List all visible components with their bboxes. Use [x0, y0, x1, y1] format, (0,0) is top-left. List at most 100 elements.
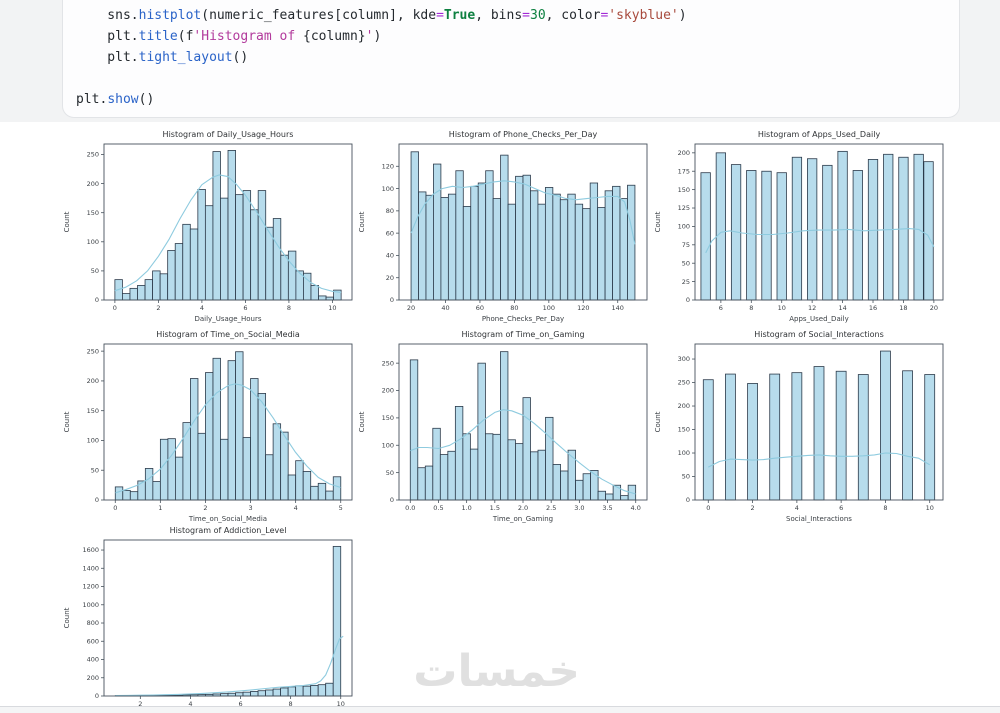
svg-text:120: 120 — [577, 304, 589, 312]
histogram-svg: 0 25 50 75 100 125 150 175 200 6 8 10 12 14 16 18 20 Hist… — [654, 130, 944, 323]
chart-time-on-gaming: 0 50 100 150 200 250 0.0 0.5 1.0 1.5 2.0 2.5 3.0 3.5 4… — [355, 328, 655, 528]
svg-text:4: 4 — [200, 304, 204, 312]
svg-text:2: 2 — [138, 700, 142, 708]
chart-daily-usage-hours: 0 50 100 150 200 250 0 2 4 6 8 10 Histogram of Daily… — [60, 128, 360, 328]
svg-text:Histogram of Time_on_Gaming: Histogram of Time_on_Gaming — [461, 330, 584, 339]
svg-text:150: 150 — [382, 414, 394, 422]
svg-text:Daily_Usage_Hours: Daily_Usage_Hours — [194, 315, 261, 323]
svg-text:6: 6 — [719, 304, 723, 312]
svg-text:14: 14 — [838, 304, 846, 312]
svg-text:140: 140 — [612, 304, 624, 312]
svg-text:1600: 1600 — [82, 546, 99, 554]
svg-text:50: 50 — [386, 469, 394, 477]
code-cell[interactable]: sns.histplot(numeric_features[column], k… — [62, 0, 960, 118]
svg-text:0.0: 0.0 — [405, 504, 415, 512]
svg-text:40: 40 — [386, 252, 394, 260]
svg-text:1400: 1400 — [82, 564, 99, 572]
svg-text:Count: Count — [63, 211, 71, 232]
svg-text:0: 0 — [113, 504, 117, 512]
svg-text:Count: Count — [654, 411, 662, 432]
histogram-svg: 0 50 100 150 200 250 0 1 2 3 4 5 Histogram of Time_o… — [63, 330, 353, 523]
svg-text:Histogram of Phone_Checks_Per_: Histogram of Phone_Checks_Per_Day — [449, 130, 598, 139]
svg-text:1000: 1000 — [82, 601, 99, 609]
svg-text:Count: Count — [63, 607, 71, 628]
svg-text:200: 200 — [87, 674, 99, 682]
svg-text:Histogram of Social_Interactio: Histogram of Social_Interactions — [754, 330, 884, 339]
svg-text:200: 200 — [382, 387, 394, 395]
svg-text:10: 10 — [328, 304, 336, 312]
svg-text:16: 16 — [869, 304, 877, 312]
svg-text:600: 600 — [87, 637, 99, 645]
svg-text:0: 0 — [686, 296, 690, 304]
svg-text:2: 2 — [751, 504, 755, 512]
svg-text:50: 50 — [91, 267, 99, 275]
bottom-strip — [0, 706, 1000, 713]
svg-text:0: 0 — [95, 692, 99, 700]
svg-text:1.0: 1.0 — [461, 504, 471, 512]
svg-text:Histogram of Daily_Usage_Hours: Histogram of Daily_Usage_Hours — [163, 130, 294, 139]
svg-text:3.0: 3.0 — [574, 504, 584, 512]
svg-text:120: 120 — [382, 162, 394, 170]
svg-text:200: 200 — [678, 149, 690, 157]
svg-text:80: 80 — [386, 207, 394, 215]
svg-text:0: 0 — [686, 496, 690, 504]
svg-text:0.5: 0.5 — [433, 504, 443, 512]
svg-text:4: 4 — [294, 504, 298, 512]
watermark: خمسات — [413, 646, 580, 697]
svg-text:40: 40 — [441, 304, 449, 312]
svg-text:250: 250 — [382, 359, 394, 367]
svg-text:6: 6 — [238, 700, 242, 708]
svg-text:2.0: 2.0 — [518, 504, 528, 512]
svg-text:100: 100 — [678, 449, 690, 457]
svg-text:150: 150 — [678, 186, 690, 194]
svg-text:100: 100 — [382, 185, 394, 193]
svg-text:800: 800 — [87, 619, 99, 627]
svg-text:Apps_Used_Daily: Apps_Used_Daily — [789, 315, 849, 323]
chart-time-on-social-media: 0 50 100 150 200 250 0 1 2 3 4 5 Histogram of Time_o… — [60, 328, 360, 528]
svg-text:0: 0 — [95, 496, 99, 504]
code-editor[interactable]: sns.histplot(numeric_features[column], k… — [76, 8, 687, 107]
svg-text:Phone_Checks_Per_Day: Phone_Checks_Per_Day — [482, 315, 564, 323]
chart-social-interactions: 0 50 100 150 200 250 300 0 2 4 6 8 10 Histogram of So… — [651, 328, 951, 528]
svg-text:100: 100 — [382, 441, 394, 449]
svg-text:3.5: 3.5 — [602, 504, 612, 512]
svg-text:5: 5 — [339, 504, 343, 512]
svg-text:0: 0 — [390, 296, 394, 304]
svg-text:2: 2 — [156, 304, 160, 312]
svg-text:8: 8 — [287, 304, 291, 312]
svg-text:4.0: 4.0 — [631, 504, 641, 512]
svg-text:Count: Count — [63, 411, 71, 432]
svg-text:100: 100 — [87, 238, 99, 246]
svg-text:2: 2 — [203, 504, 207, 512]
svg-text:60: 60 — [386, 229, 394, 237]
svg-text:150: 150 — [678, 426, 690, 434]
svg-text:Histogram of Apps_Used_Daily: Histogram of Apps_Used_Daily — [758, 130, 881, 139]
svg-text:4: 4 — [795, 504, 799, 512]
svg-text:0: 0 — [706, 504, 710, 512]
svg-text:8: 8 — [883, 504, 887, 512]
svg-text:8: 8 — [749, 304, 753, 312]
svg-text:1: 1 — [158, 504, 162, 512]
histogram-svg: 0 50 100 150 200 250 0.0 0.5 1.0 1.5 2.0 2.5 3.0 3.5 4… — [358, 330, 648, 523]
svg-text:25: 25 — [682, 278, 690, 286]
svg-text:10: 10 — [926, 504, 934, 512]
svg-text:50: 50 — [682, 259, 690, 267]
histogram-svg: 0 50 100 150 200 250 0 2 4 6 8 10 Histogram of Daily… — [63, 130, 353, 323]
svg-text:60: 60 — [476, 304, 484, 312]
svg-text:250: 250 — [87, 151, 99, 159]
svg-text:10: 10 — [778, 304, 786, 312]
svg-text:20: 20 — [930, 304, 938, 312]
svg-text:0: 0 — [113, 304, 117, 312]
svg-text:125: 125 — [678, 204, 690, 212]
chart-apps-used-daily: 0 25 50 75 100 125 150 175 200 6 8 10 12 14 16 18 20 Hist… — [651, 128, 951, 328]
svg-text:8: 8 — [289, 700, 293, 708]
svg-text:20: 20 — [407, 304, 415, 312]
histogram-svg: 0 50 100 150 200 250 300 0 2 4 6 8 10 Histogram of So… — [654, 330, 944, 523]
svg-text:3: 3 — [248, 504, 252, 512]
histogram-svg: 0 200 400 600 800 1000 1200 1400 1600 2 4 6 8 10 Histo… — [63, 526, 353, 713]
svg-text:1.5: 1.5 — [490, 504, 500, 512]
svg-text:18: 18 — [899, 304, 907, 312]
svg-text:10: 10 — [337, 700, 345, 708]
svg-text:150: 150 — [87, 407, 99, 415]
